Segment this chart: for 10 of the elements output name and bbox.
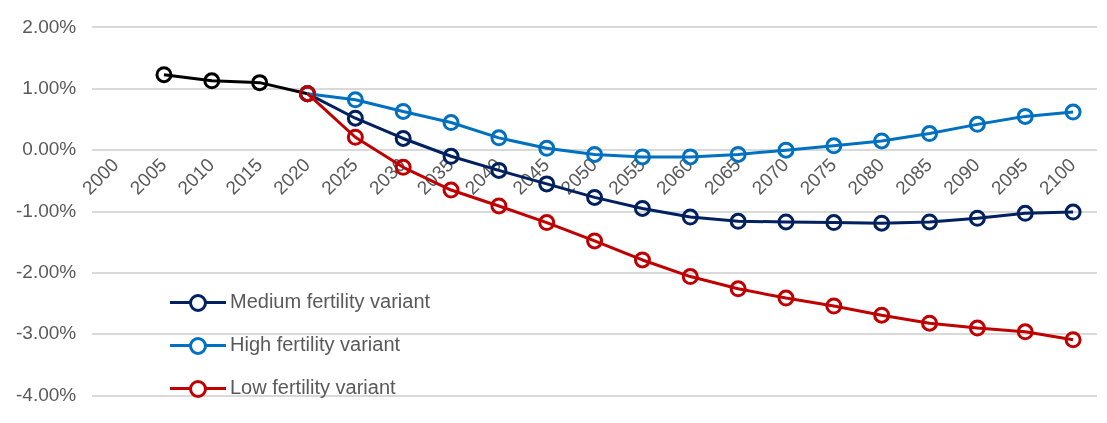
y-tick-label: -4.00% xyxy=(16,383,77,405)
y-tick-label: 2.00% xyxy=(22,15,77,37)
legend-label: Low fertility variant xyxy=(230,376,396,399)
legend-label: Medium fertility variant xyxy=(230,290,431,313)
y-tick-label: -2.00% xyxy=(16,261,77,283)
y-tick-label: 0.00% xyxy=(22,138,77,160)
y-tick-label: 1.00% xyxy=(22,77,77,98)
legend-label: High fertility variant xyxy=(230,333,401,356)
y-tick-label: -3.00% xyxy=(16,322,77,344)
y-tick-label: -1.00% xyxy=(16,199,77,221)
